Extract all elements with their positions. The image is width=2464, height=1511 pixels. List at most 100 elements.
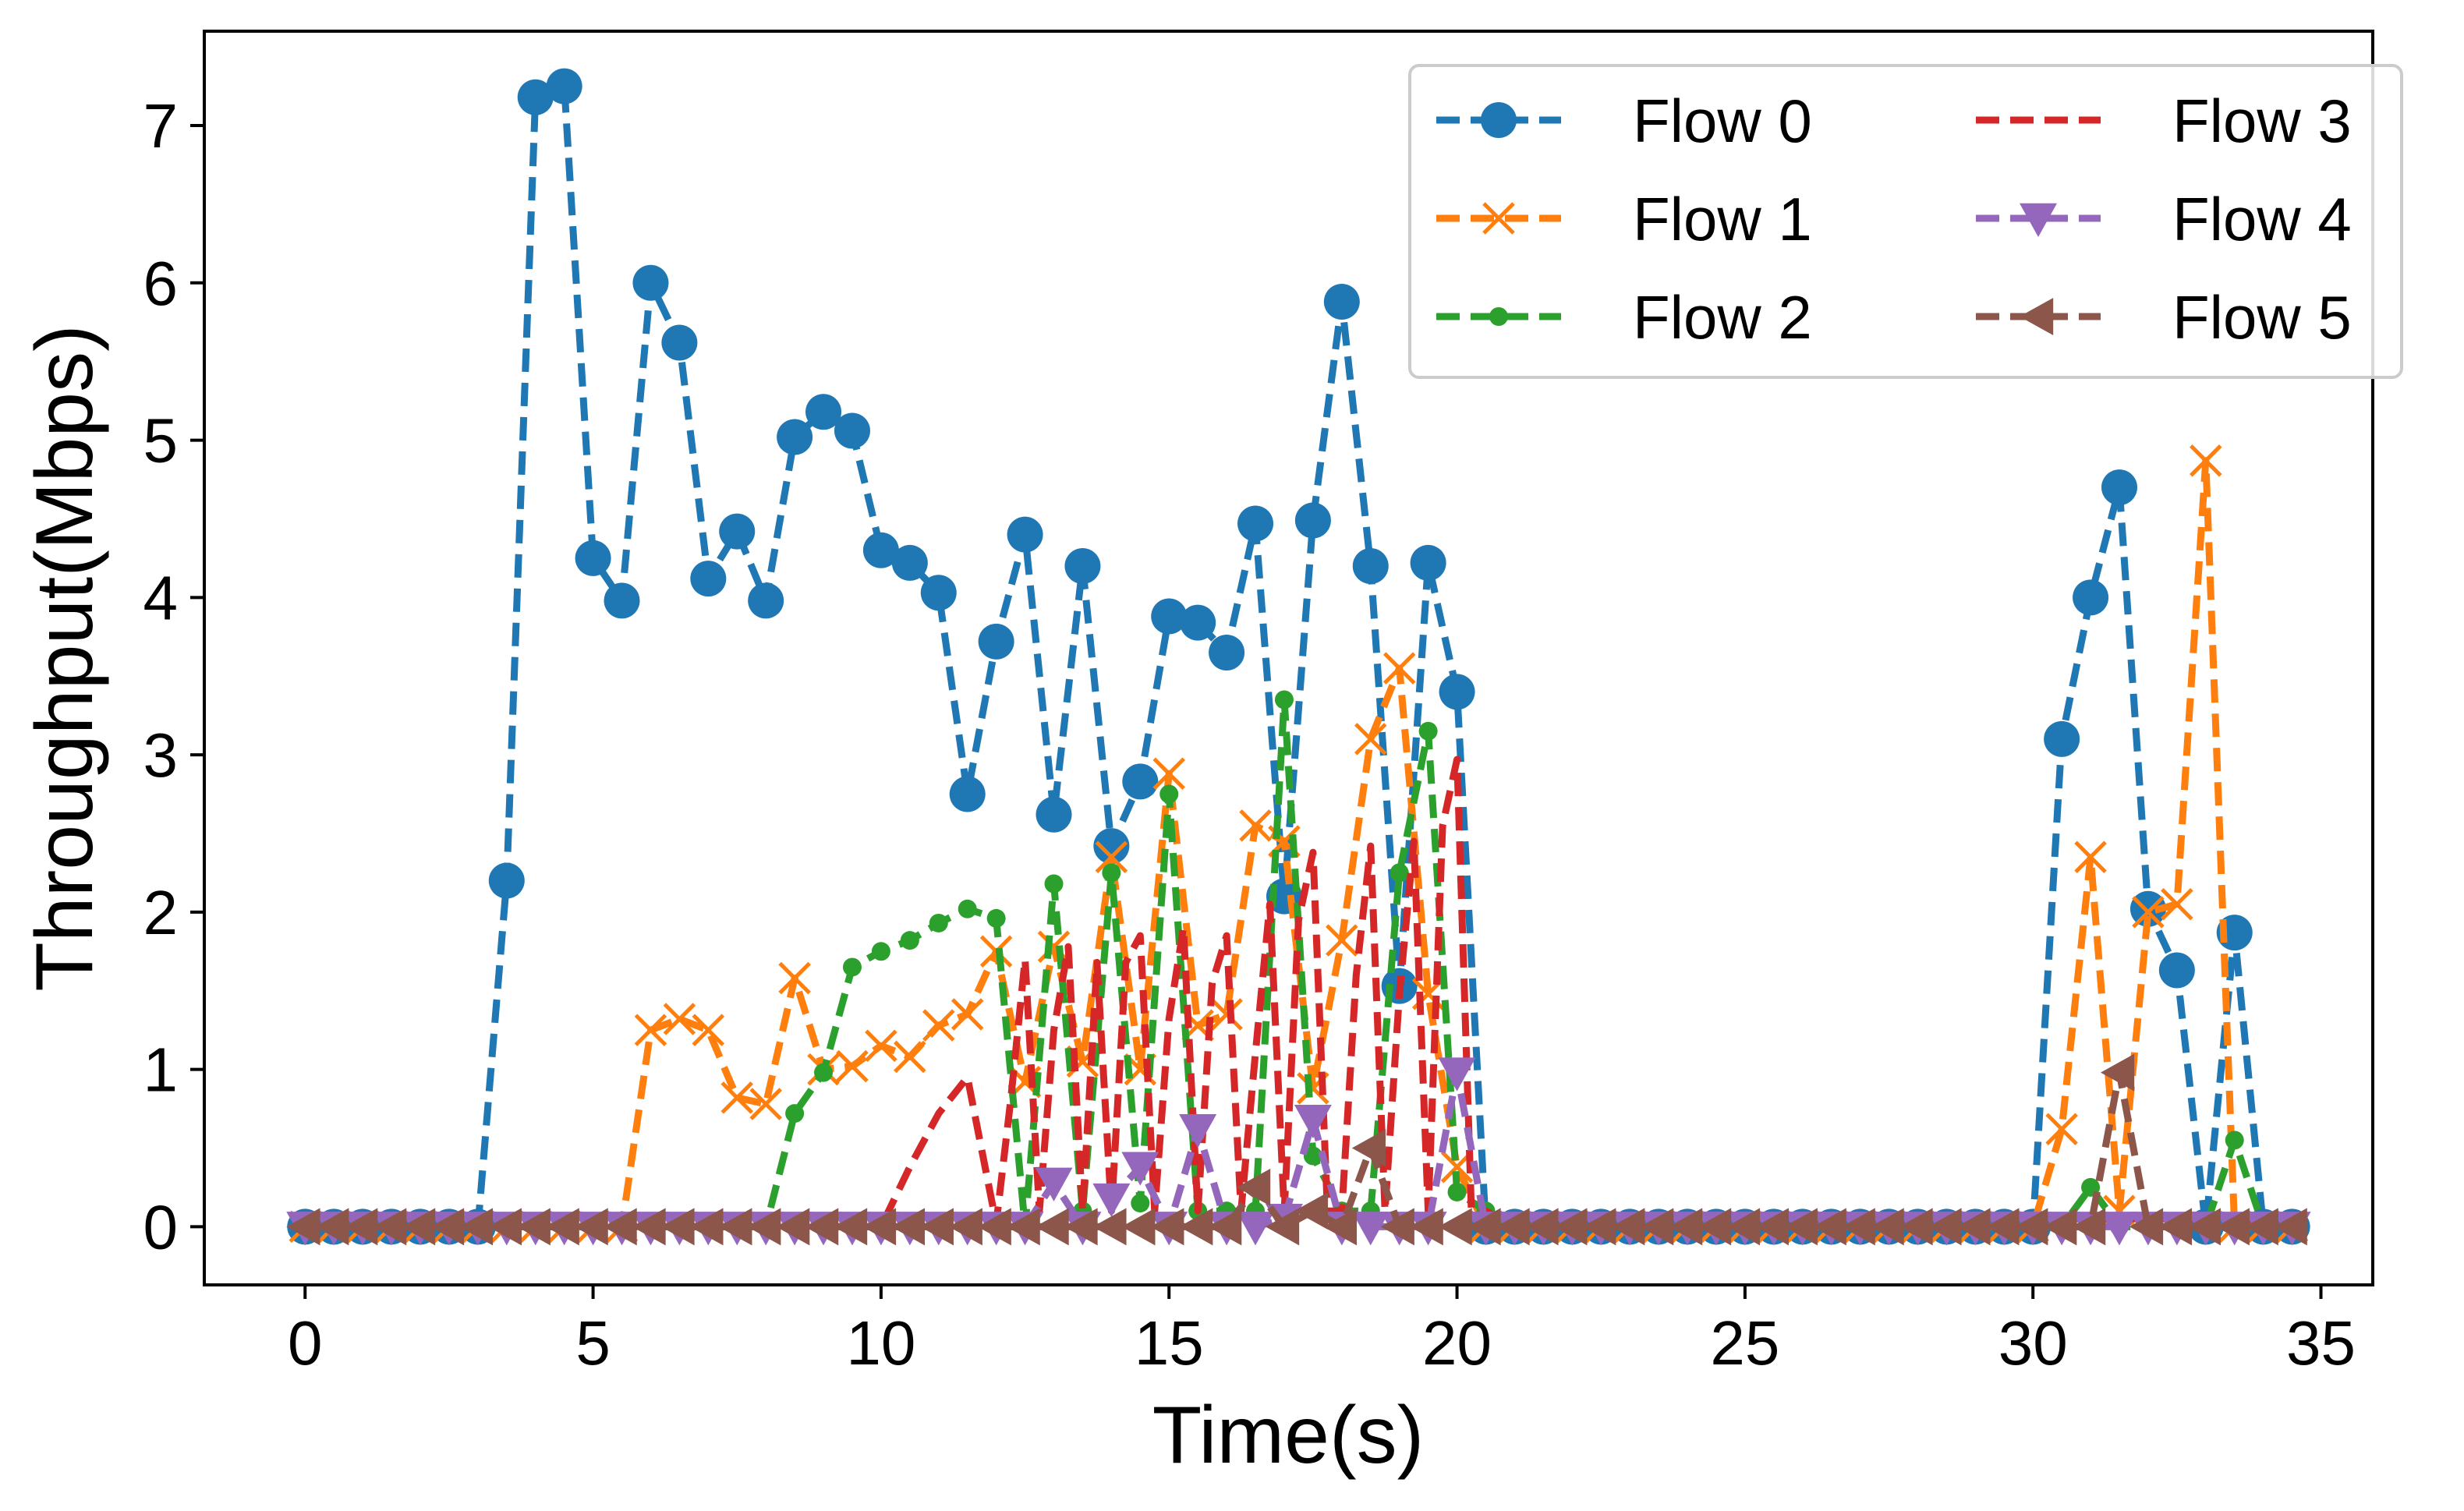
data-point-flow-0 — [834, 412, 870, 449]
series-flow-3 — [305, 756, 2292, 1230]
data-point-flow-5 — [373, 1208, 407, 1246]
data-point-flow-2 — [2225, 1131, 2244, 1150]
legend-marker-flow-0 — [1481, 102, 1517, 138]
data-point-flow-2 — [958, 899, 977, 918]
data-point-flow-0 — [575, 540, 611, 576]
data-point-flow-5 — [1150, 1208, 1184, 1246]
x-tick-label: 20 — [1422, 1308, 1492, 1378]
legend-label-flow-1: Flow 1 — [1633, 185, 1812, 253]
data-point-flow-1 — [2161, 887, 2193, 921]
data-point-flow-1 — [778, 961, 811, 995]
data-point-flow-1 — [922, 1009, 955, 1042]
data-point-flow-5 — [1380, 1208, 1414, 1246]
data-point-flow-1 — [1239, 809, 1272, 842]
data-point-flow-0 — [978, 623, 1014, 660]
legend-label-flow-0: Flow 0 — [1633, 87, 1812, 155]
y-tick-label: 7 — [143, 91, 179, 161]
y-tick-label: 2 — [143, 878, 179, 947]
data-point-flow-5 — [315, 1208, 349, 1246]
data-point-flow-1 — [894, 1040, 926, 1074]
y-tick-label: 0 — [143, 1192, 179, 1262]
legend-label-flow-4: Flow 4 — [2172, 185, 2352, 253]
data-point-flow-5 — [1726, 1208, 1761, 1246]
data-point-flow-0 — [1036, 796, 1072, 833]
y-tick-label: 6 — [143, 249, 179, 318]
legend-label-flow-3: Flow 3 — [2172, 87, 2352, 155]
data-point-flow-0 — [1151, 598, 1188, 635]
data-point-flow-2 — [929, 913, 948, 932]
legend-item-flow-1: Flow 1 — [1436, 185, 1812, 253]
data-point-flow-0 — [2044, 720, 2080, 757]
data-point-flow-5 — [516, 1208, 551, 1246]
data-point-flow-2 — [986, 908, 1006, 928]
x-tick-label: 10 — [846, 1308, 915, 1378]
data-point-flow-5 — [2129, 1208, 2164, 1246]
data-point-flow-5 — [689, 1208, 724, 1246]
legend-label-flow-2: Flow 2 — [1633, 283, 1812, 352]
data-point-flow-5 — [1179, 1208, 1213, 1246]
data-point-flow-0 — [1410, 544, 1446, 581]
data-point-flow-5 — [1870, 1208, 1904, 1246]
data-point-flow-5 — [747, 1208, 781, 1246]
data-point-flow-5 — [1438, 1208, 1472, 1246]
data-point-flow-0 — [891, 544, 928, 581]
data-point-flow-5 — [1956, 1208, 1991, 1246]
data-point-flow-5 — [2072, 1208, 2106, 1246]
x-tick-label: 5 — [575, 1308, 611, 1378]
data-point-flow-0 — [690, 561, 727, 597]
x-tick-label: 30 — [1998, 1308, 2068, 1378]
y-axis: 0 1 2 3 4 5 6 7 — [143, 91, 204, 1262]
data-point-flow-4 — [2100, 1212, 2138, 1246]
data-point-flow-0 — [632, 264, 669, 301]
y-tick-label: 5 — [143, 406, 179, 476]
data-point-flow-0 — [1209, 634, 1245, 671]
data-point-flow-2 — [814, 1063, 834, 1082]
data-point-flow-4 — [1092, 1183, 1131, 1218]
data-point-flow-2 — [1390, 863, 1409, 883]
data-point-flow-0 — [748, 582, 784, 619]
data-point-flow-5 — [286, 1208, 320, 1246]
x-tick-label: 25 — [1710, 1308, 1779, 1378]
data-point-flow-1 — [663, 1003, 696, 1035]
data-point-flow-5 — [1524, 1208, 1559, 1246]
data-point-flow-0 — [1122, 763, 1159, 800]
data-point-flow-5 — [1208, 1208, 1242, 1246]
data-point-flow-1 — [1152, 757, 1185, 791]
data-point-flow-0 — [604, 582, 640, 619]
data-point-flow-2 — [1159, 784, 1179, 804]
data-point-flow-5 — [344, 1208, 378, 1246]
data-point-flow-1 — [2190, 444, 2222, 477]
legend-item-flow-2: Flow 2 — [1436, 283, 1812, 352]
data-point-flow-5 — [2158, 1208, 2193, 1246]
data-point-flow-4 — [1351, 1212, 1390, 1246]
data-point-flow-0 — [1294, 502, 1331, 539]
data-point-flow-0 — [719, 513, 756, 550]
data-point-flow-4 — [1237, 1212, 1275, 1246]
data-point-flow-5 — [2273, 1208, 2307, 1246]
data-point-flow-1 — [951, 998, 984, 1031]
data-point-flow-2 — [1044, 874, 1064, 894]
data-point-flow-5 — [1121, 1208, 1156, 1246]
data-point-flow-0 — [1237, 505, 1274, 542]
y-tick-label: 1 — [143, 1035, 179, 1105]
data-point-flow-1 — [2074, 840, 2107, 873]
data-point-flow-2 — [1447, 1182, 1467, 1201]
data-point-flow-5 — [1553, 1208, 1588, 1246]
data-point-flow-0 — [1180, 604, 1216, 641]
data-point-flow-5 — [1783, 1208, 1818, 1246]
data-point-flow-1 — [836, 1049, 869, 1083]
data-point-flow-5 — [487, 1208, 522, 1246]
data-point-flow-5 — [1092, 1208, 1127, 1246]
data-point-flow-4 — [1438, 1057, 1476, 1092]
y-tick-label: 3 — [143, 720, 179, 790]
x-tick-label: 0 — [288, 1308, 323, 1378]
data-point-flow-5 — [833, 1208, 868, 1246]
data-point-flow-5 — [1351, 1129, 1386, 1167]
data-point-flow-2 — [785, 1104, 805, 1124]
legend-item-flow-5: Flow 5 — [1976, 283, 2352, 352]
plot-frame — [203, 30, 2374, 1286]
data-point-flow-5 — [718, 1208, 752, 1246]
data-point-flow-0 — [1093, 828, 1130, 865]
